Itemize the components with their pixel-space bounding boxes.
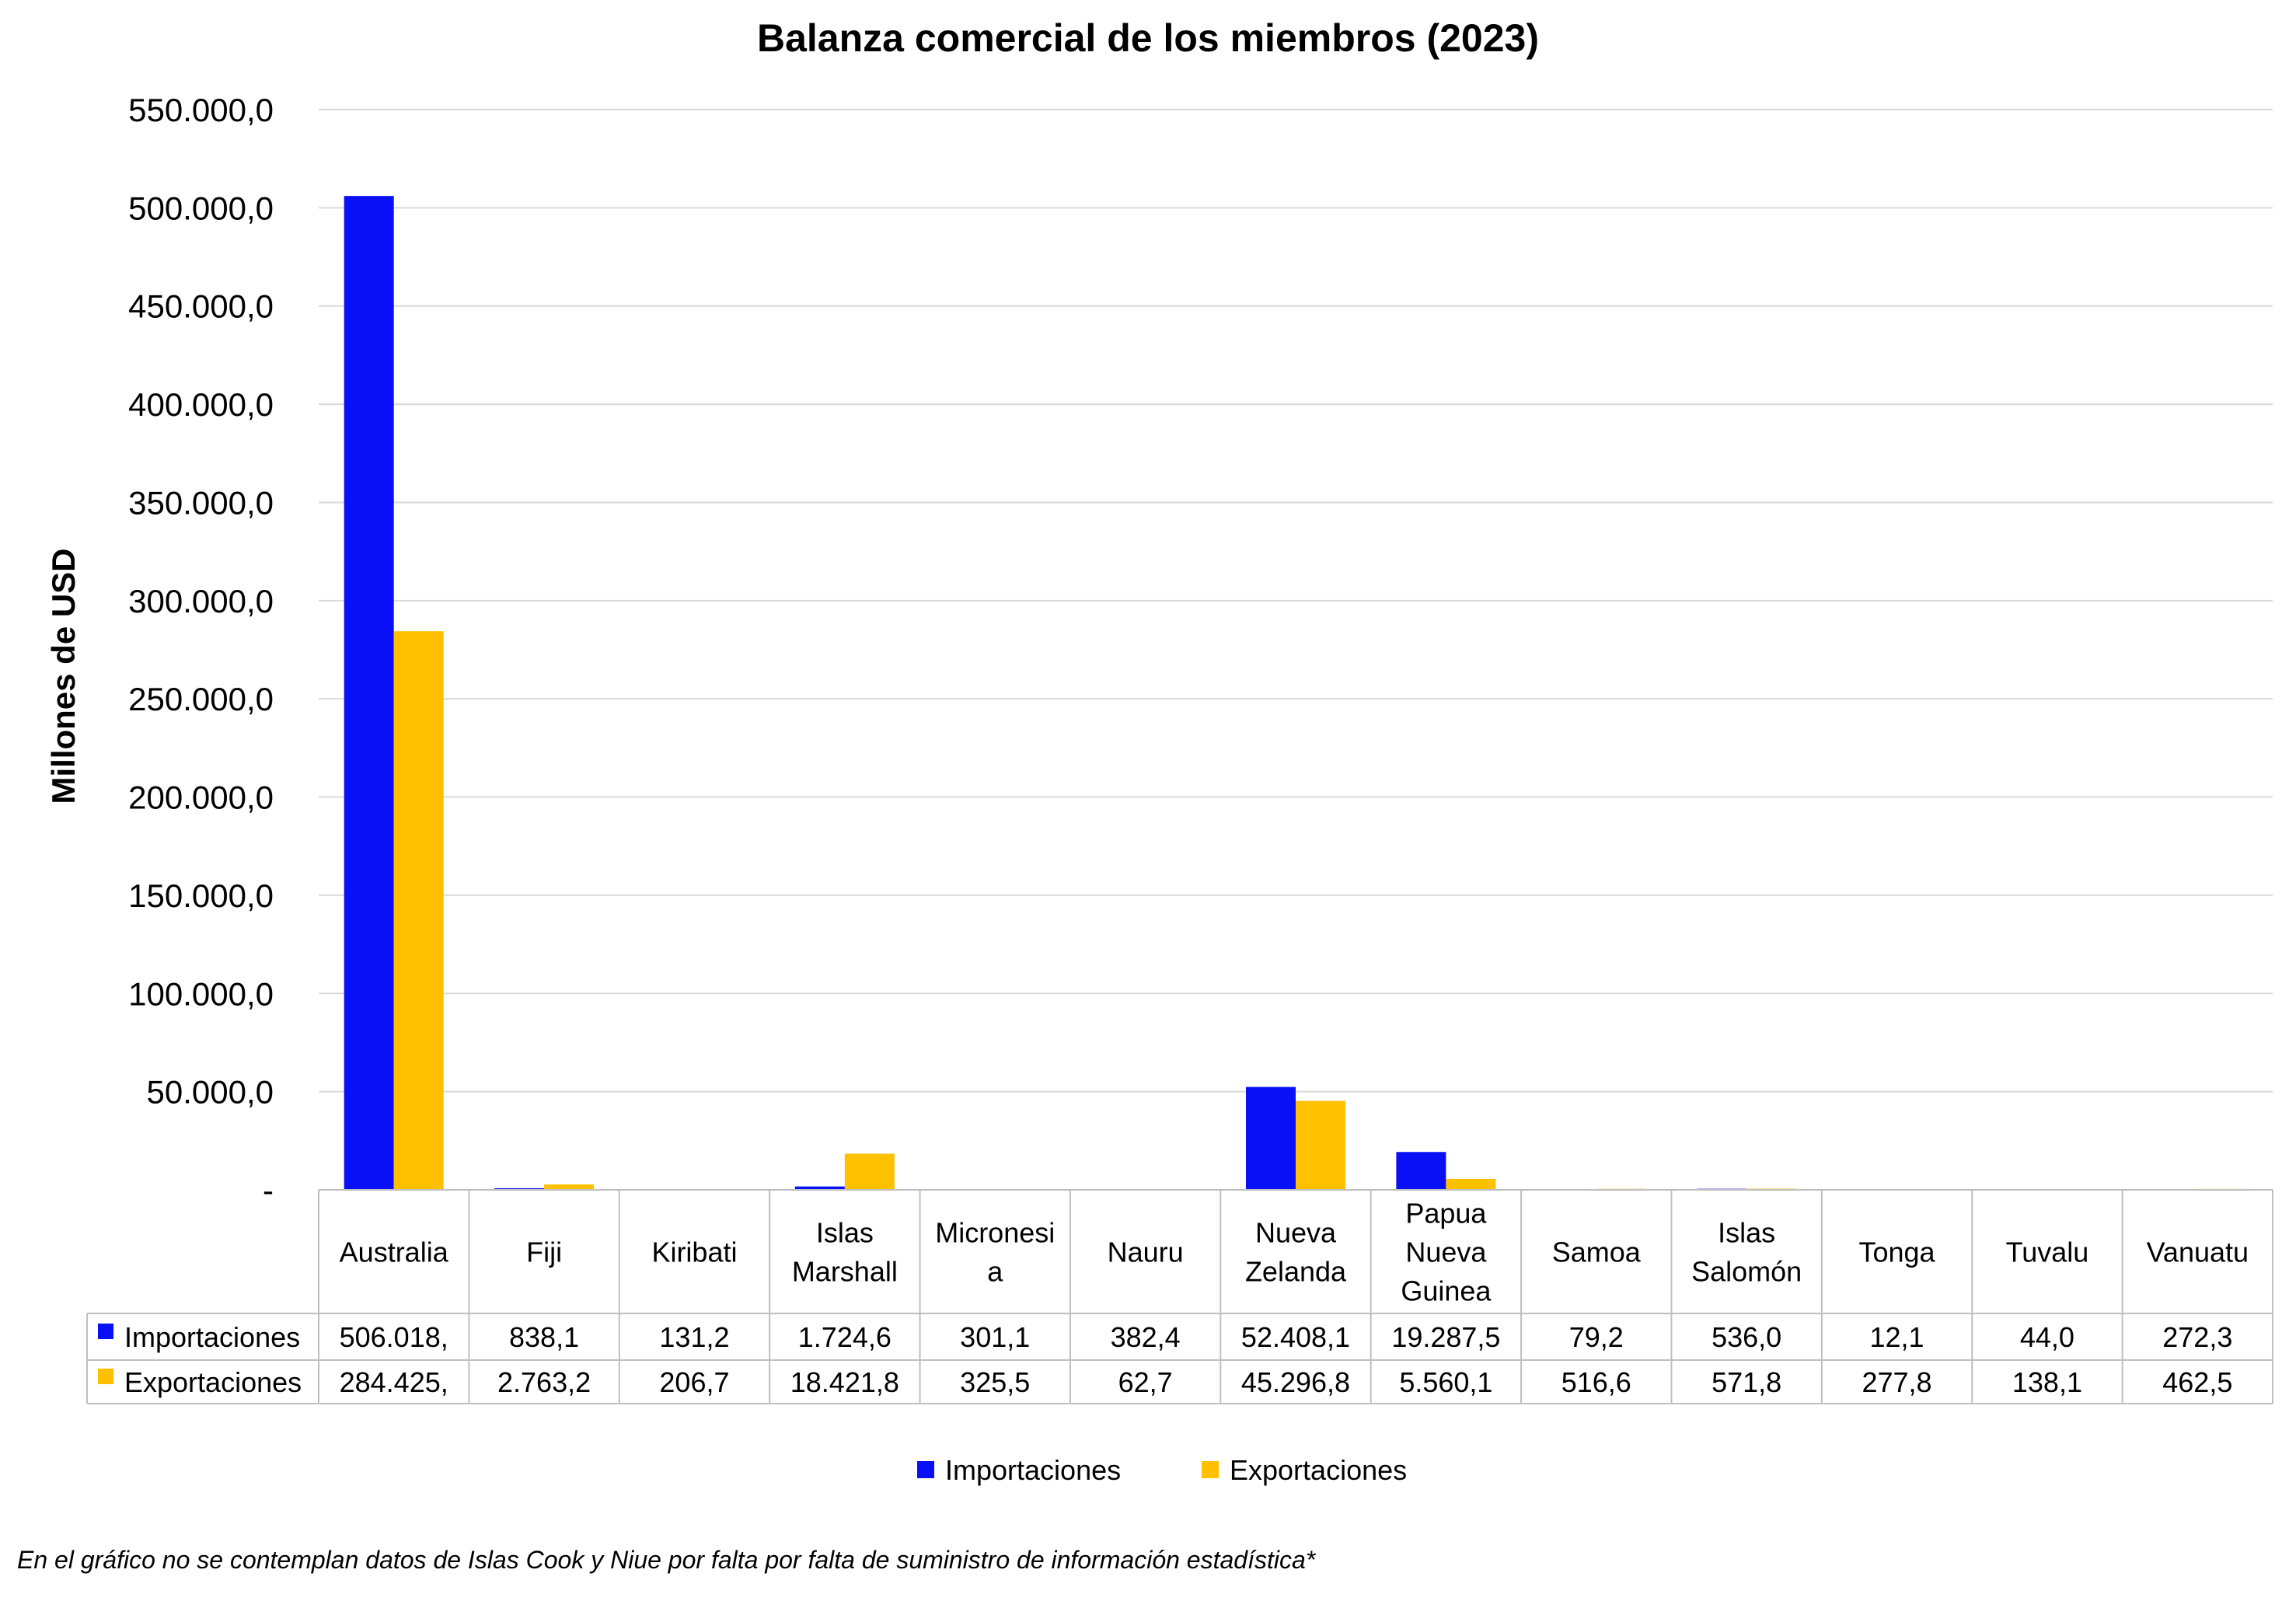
- y-tick-label: 400.000,0: [128, 386, 274, 423]
- bar-exportaciones: [393, 631, 444, 1190]
- category-label: Salomón: [1691, 1256, 1802, 1288]
- data-label: 44,0: [2020, 1321, 2074, 1353]
- data-label: 18.421,8: [790, 1366, 899, 1398]
- table-legend-key: [98, 1324, 113, 1339]
- category-label: Samoa: [1552, 1237, 1642, 1268]
- y-tick-label: -: [263, 1172, 274, 1209]
- gridlines: [319, 109, 2273, 1093]
- table-row-header: Importaciones: [124, 1321, 300, 1353]
- category-label: Vanuatu: [2147, 1237, 2249, 1268]
- legend: Importaciones Exportaciones: [917, 1454, 1407, 1486]
- data-label: 12,1: [1869, 1321, 1924, 1353]
- data-label: 52.408,1: [1241, 1321, 1350, 1353]
- category-label: Marshall: [792, 1256, 898, 1288]
- category-label: Islas: [1718, 1217, 1775, 1249]
- bar-exportaciones: [1446, 1178, 1496, 1190]
- data-label: 1.724,6: [798, 1321, 892, 1353]
- y-tick-label: 250.000,0: [128, 681, 274, 717]
- y-tick-label: 50.000,0: [147, 1074, 274, 1111]
- data-label: 131,2: [659, 1321, 729, 1353]
- bar-importaciones: [494, 1188, 545, 1190]
- y-tick-label: 100.000,0: [128, 975, 274, 1012]
- category-label: Nueva: [1255, 1217, 1337, 1249]
- category-label: Islas: [816, 1217, 874, 1249]
- data-label: 206,7: [659, 1366, 729, 1398]
- chart-title: Balanza comercial de los miembros (2023): [757, 16, 1539, 60]
- y-tick-label: 450.000,0: [128, 288, 274, 325]
- category-label: Papua: [1405, 1198, 1487, 1230]
- category-label: Fiji: [526, 1237, 562, 1268]
- bar-importaciones: [794, 1186, 845, 1190]
- data-label: 536,0: [1712, 1321, 1781, 1353]
- category-label: Australia: [340, 1237, 449, 1268]
- data-label: 272,3: [2162, 1321, 2232, 1353]
- bar-exportaciones: [1296, 1100, 1345, 1190]
- y-tick-label: 150.000,0: [128, 877, 274, 914]
- y-axis-label: Millones de USD: [45, 548, 82, 804]
- data-label: 62,7: [1118, 1366, 1173, 1398]
- legend-label: Importaciones: [945, 1454, 1121, 1486]
- table-row-header: Exportaciones: [124, 1366, 302, 1398]
- legend-label: Exportaciones: [1230, 1454, 1407, 1486]
- legend-key: [1202, 1461, 1219, 1478]
- footnote: En el gráfico no se contemplan datos de …: [17, 1546, 1317, 1574]
- data-label: 79,2: [1569, 1321, 1624, 1353]
- category-label: Tonga: [1858, 1237, 1935, 1268]
- category-label: Tuvalu: [2006, 1237, 2089, 1268]
- data-label: 5.560,1: [1399, 1366, 1492, 1398]
- data-label: 45.296,8: [1241, 1366, 1350, 1398]
- data-label: 277,8: [1862, 1366, 1931, 1398]
- y-tick-label: 500.000,0: [128, 190, 274, 226]
- data-label: 19.287,5: [1391, 1321, 1500, 1353]
- category-label: Zelanda: [1245, 1256, 1347, 1288]
- data-label: 571,8: [1712, 1366, 1781, 1398]
- category-label: Micronesi: [935, 1217, 1055, 1249]
- legend-key: [917, 1461, 934, 1478]
- data-label: 516,6: [1561, 1366, 1631, 1398]
- data-label: 325,5: [960, 1366, 1030, 1398]
- bar-exportaciones: [844, 1153, 895, 1190]
- data-label: 838,1: [509, 1321, 579, 1353]
- y-tick-label: 550.000,0: [128, 92, 274, 128]
- data-label: 2.763,2: [497, 1366, 591, 1398]
- data-label: 462,5: [2162, 1366, 2232, 1398]
- data-label: 138,1: [2012, 1366, 2082, 1398]
- data-label: 506.018,: [340, 1321, 448, 1353]
- y-tick-label: 200.000,0: [128, 780, 274, 816]
- data-table: Australia Fiji Kiribati Islas Marshall Micron…: [86, 1189, 2273, 1404]
- y-tick-label: 300.000,0: [128, 583, 274, 619]
- table-legend-key: [98, 1369, 113, 1384]
- bar-importaciones: [344, 196, 394, 1190]
- y-tick-label: 350.000,0: [128, 484, 274, 521]
- category-label: Guinea: [1401, 1275, 1492, 1307]
- bar-exportaciones: [544, 1184, 595, 1190]
- bar-importaciones: [1396, 1152, 1446, 1190]
- data-label: 382,4: [1111, 1321, 1181, 1353]
- data-label: 301,1: [960, 1321, 1030, 1353]
- category-label: a: [987, 1256, 1003, 1288]
- data-label: 284.425,: [340, 1366, 448, 1398]
- category-label: Nueva: [1405, 1237, 1487, 1268]
- bar-importaciones: [1246, 1087, 1296, 1190]
- category-label: Nauru: [1108, 1237, 1184, 1268]
- y-axis-ticks: - 50.000,0 100.000,0 150.000,0 200.000,0 250.…: [128, 92, 274, 1209]
- category-label: Kiribati: [651, 1237, 737, 1268]
